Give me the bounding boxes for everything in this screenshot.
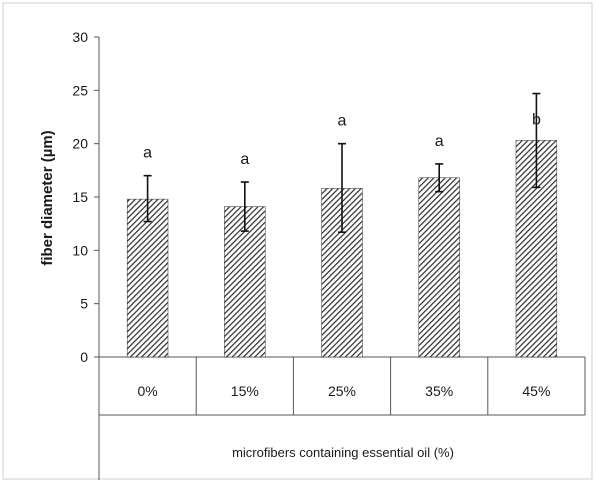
y-tick-label: 10 — [72, 242, 88, 258]
x-tick-label: 25% — [328, 383, 356, 399]
x-tick-label: 35% — [425, 383, 453, 399]
y-tick-label: 25 — [72, 82, 88, 98]
significance-letter: a — [338, 113, 347, 130]
x-axis: 0% 15% 25% 35% 45% — [98, 356, 586, 480]
error-bars — [143, 92, 541, 233]
bar — [321, 188, 363, 358]
x-axis-label: microfibers containing essential oil (%) — [232, 445, 454, 460]
bar — [126, 198, 169, 358]
y-tick-label: 30 — [72, 29, 88, 45]
y-tick-label: 0 — [80, 349, 88, 365]
significance-letter: a — [240, 151, 249, 168]
x-tick-label: 45% — [522, 383, 550, 399]
y-tick-label: 20 — [72, 136, 88, 152]
bar — [418, 177, 460, 358]
significance-letter: a — [435, 133, 444, 150]
bars — [126, 140, 558, 358]
y-tick-label: 15 — [72, 189, 88, 205]
significance-letter: b — [532, 112, 541, 129]
y-axis-label: fiber diameter (µm) — [39, 130, 56, 265]
y-tick-label: 5 — [80, 296, 88, 312]
significance-labels: a a a a b — [143, 112, 541, 169]
significance-letter: a — [143, 145, 152, 162]
x-tick-label: 0% — [137, 383, 157, 399]
x-tick-label: 15% — [231, 383, 259, 399]
y-axis: 0 5 10 15 20 25 30 — [72, 29, 100, 365]
